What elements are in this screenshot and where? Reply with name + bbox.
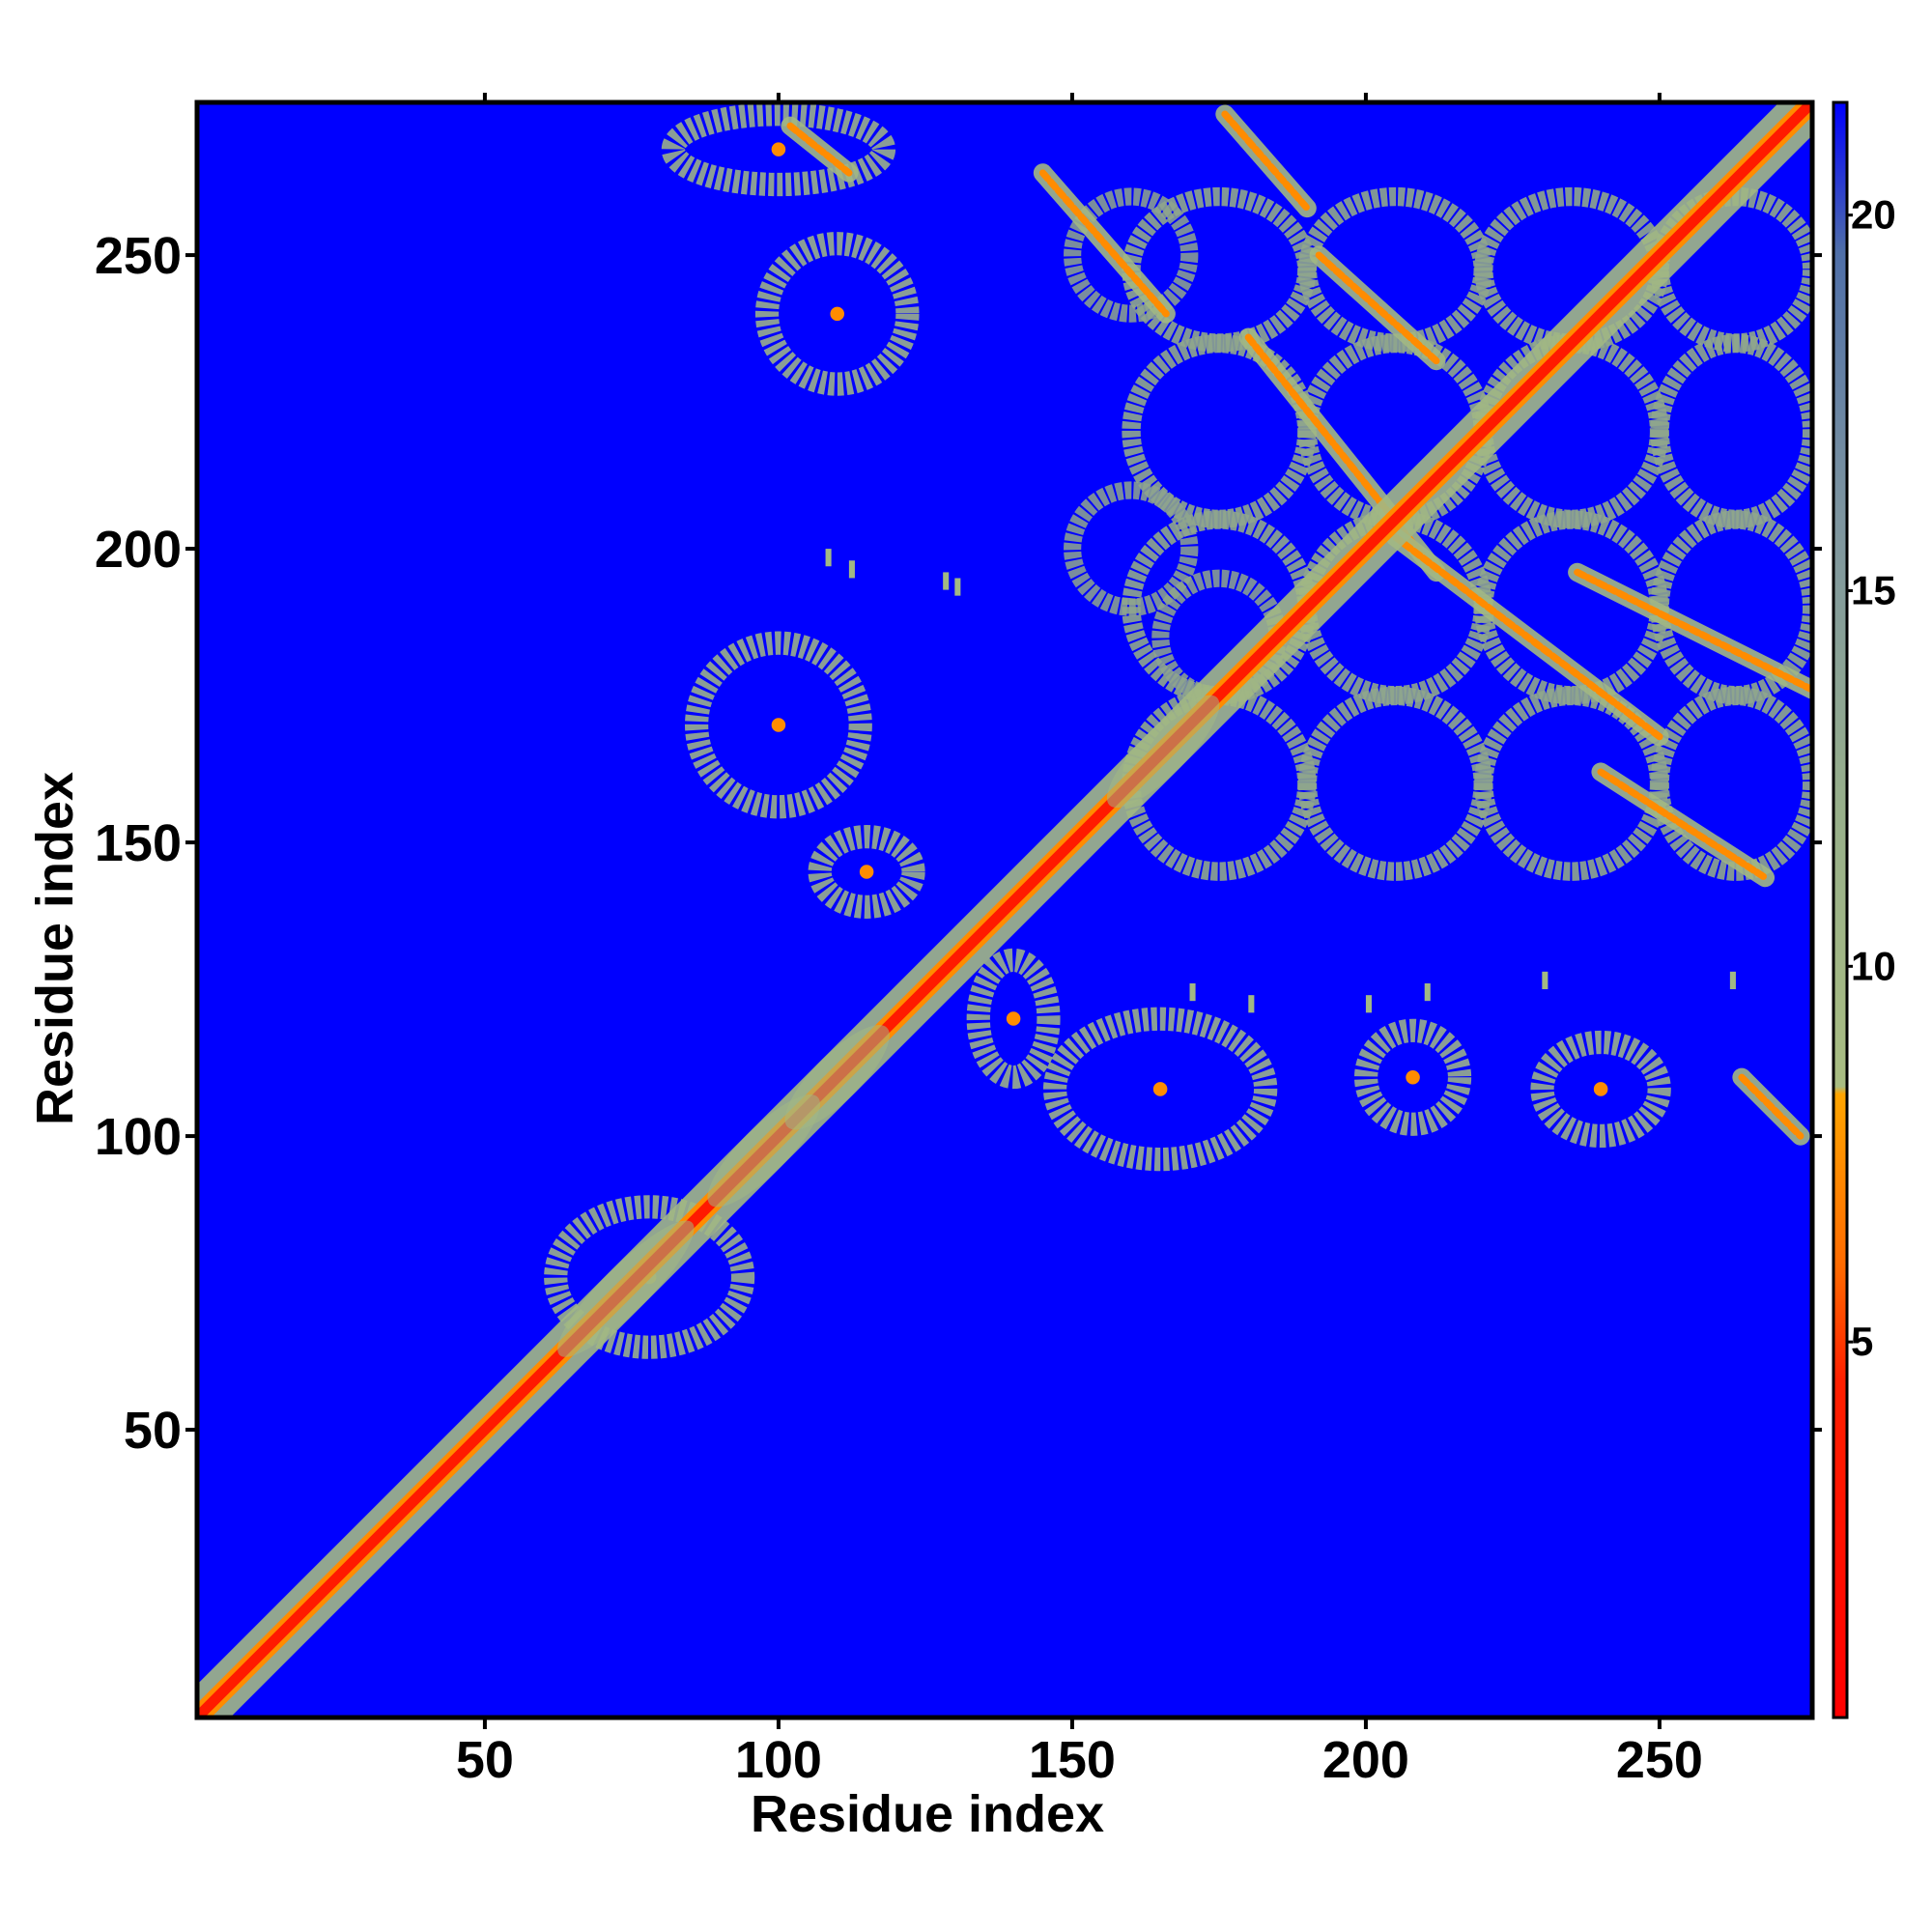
x-tick-label: 250 [1616,1731,1703,1789]
plot-frame [194,99,1815,1720]
contact-point [859,865,874,879]
y-axis-title: Residue index [26,772,84,1125]
contact-blob [684,631,872,819]
contact-point [1365,995,1372,1013]
heatmap-area [197,102,1812,1718]
contact-line [1315,251,1440,365]
x-tick-label: 100 [735,1731,822,1789]
y-tick-label: 100 [95,1108,182,1166]
contact-line [1221,110,1311,213]
x-tick-label: 200 [1322,1731,1409,1789]
colorbar-tick-label: 20 [1851,192,1896,238]
contact-point [1248,995,1255,1013]
x-axis-title: Residue index [751,1785,1104,1843]
contact-point [954,578,961,596]
contact-point [1406,1070,1420,1085]
x-tick-label: 150 [1029,1731,1116,1789]
diagonal-core [197,102,1812,1718]
contact-line [1574,568,1812,694]
contact-blob [1042,1007,1278,1172]
contact-line [1597,768,1769,882]
contact-point [825,549,832,567]
contact-line [1391,533,1663,741]
contact-blob [966,948,1061,1090]
colorbar-tick-label: 10 [1851,943,1896,988]
colorbar-tick-label: 5 [1851,1319,1873,1364]
contact-point [1542,971,1548,990]
contact-blob [544,1195,755,1359]
colorbar-scale [1832,100,1849,1719]
contact-ring [1064,481,1199,616]
contact-blob [661,102,896,197]
contact-point [1729,971,1736,990]
contact-point [1006,1011,1021,1026]
contact-blob [754,232,920,396]
contact-line [1738,1073,1804,1140]
x-axis: 50 100 150 200 250 [456,93,1703,1789]
x-tick-label: 50 [456,1731,514,1789]
contact-point [1189,983,1196,1002]
y-tick-label: 250 [95,227,182,285]
contact-point [848,560,855,579]
diagonal-cluster [784,1025,890,1130]
contact-point [1424,983,1431,1002]
contact-line [786,122,853,177]
contact-point [830,306,844,322]
contact-point [1152,1082,1168,1096]
contact-point [943,572,950,590]
contact-blob [1530,1030,1671,1149]
contact-blob [808,825,925,919]
diagonal-cluster [1106,695,1220,809]
colorbar-tick-label: 15 [1851,567,1896,612]
contact-point [1593,1082,1608,1096]
contact-point [771,142,786,156]
colorbar: 5 10 15 20 [1832,100,1896,1719]
y-axis: 50 100 150 200 250 [95,227,1822,1460]
y-tick-label: 150 [95,814,182,872]
contact-line [1038,169,1170,318]
contact-blob [1353,1018,1472,1136]
contact-point [771,718,786,732]
contact-ring [1064,187,1199,323]
diagonal-cluster [557,1220,695,1357]
y-tick-label: 200 [95,521,182,579]
y-tick-label: 50 [124,1402,182,1460]
